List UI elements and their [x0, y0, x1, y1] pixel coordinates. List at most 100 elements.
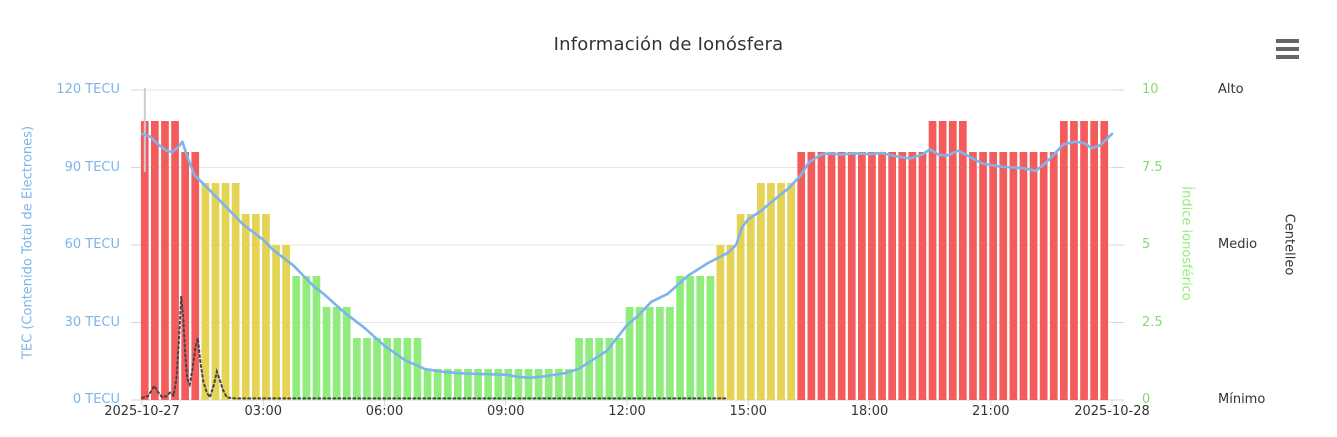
index-bar: [969, 152, 977, 400]
index-bar: [292, 276, 301, 400]
index-bar: [1090, 121, 1098, 400]
chart-title: Información de Ionósfera: [553, 34, 784, 55]
index-bar: [363, 338, 371, 400]
right-index-label: 10: [1142, 82, 1159, 97]
index-bar: [767, 183, 775, 400]
scintillation-axis-title: Centelleo: [1281, 213, 1297, 276]
index-bar: [847, 152, 856, 400]
index-bar: [282, 245, 290, 400]
index-bar: [1029, 152, 1038, 400]
x-axis-label: 15:00: [729, 404, 767, 419]
hamburger-bar: [1276, 47, 1299, 51]
index-bar: [858, 152, 866, 400]
index-bar: [746, 214, 755, 400]
index-bar: [534, 369, 543, 400]
left-axis-label: 90 TECU: [64, 159, 120, 175]
index-bar: [595, 338, 604, 400]
index-bar: [817, 152, 826, 400]
hamburger-bar: [1276, 39, 1299, 43]
index-bar: [514, 369, 523, 400]
index-bar: [898, 152, 907, 400]
x-axis-label: 21:00: [972, 404, 1010, 419]
scintillation-level-label: Alto: [1218, 82, 1244, 97]
index-bar: [342, 307, 351, 400]
index-bar: [635, 307, 644, 400]
index-bar: [706, 276, 715, 400]
index-bar: [474, 369, 482, 400]
index-bar: [353, 338, 361, 400]
index-bar: [332, 307, 341, 400]
x-axis-label: 2025-10-27: [104, 404, 180, 419]
index-bar: [777, 183, 785, 400]
index-bar: [383, 338, 391, 400]
index-bar: [403, 338, 412, 400]
index-bar: [555, 369, 563, 400]
scintillation-dotted-line: [141, 296, 729, 400]
index-bar: [726, 245, 735, 400]
tec-line: [140, 132, 1114, 380]
index-bar: [484, 369, 492, 400]
index-bar: [948, 121, 957, 400]
index-bar: [1019, 152, 1028, 400]
index-bar: [1039, 152, 1048, 400]
index-bar: [615, 338, 624, 400]
left-axis-label: 60 TECU: [64, 237, 120, 252]
index-bar: [140, 121, 149, 400]
scintillation-level-label: Medio: [1218, 237, 1258, 252]
index-bar: [938, 121, 947, 400]
index-bar: [1060, 121, 1068, 400]
index-bar: [231, 183, 240, 400]
hamburger-icon[interactable]: [1274, 37, 1302, 63]
index-bar: [585, 338, 593, 400]
index-bar: [443, 369, 452, 400]
index-bar: [252, 214, 260, 400]
index-bar: [413, 338, 422, 400]
index-bar: [625, 307, 634, 400]
index-bar: [837, 152, 846, 400]
index-bar: [696, 276, 705, 400]
index-bar: [433, 369, 442, 400]
index-bar: [918, 152, 927, 400]
index-bar: [544, 369, 553, 400]
index-bar: [979, 152, 987, 400]
index-bar: [999, 152, 1008, 400]
index-bar: [959, 121, 967, 400]
index-bar: [989, 152, 997, 400]
index-bar: [878, 152, 886, 400]
x-axis-label: 18:00: [850, 404, 889, 419]
index-bar: [827, 152, 836, 400]
index-bar: [645, 307, 654, 400]
x-axis-label: 09:00: [487, 404, 525, 419]
x-axis-label: 12:00: [608, 404, 646, 419]
x-axis-label: 03:00: [244, 404, 282, 419]
index-bar: [181, 152, 189, 400]
index-bar: [201, 183, 210, 400]
left-axis-title: TEC (Contenido Total de Electrones): [20, 125, 36, 360]
index-bar: [1009, 152, 1018, 400]
index-bar: [302, 276, 311, 400]
index-bar: [1100, 121, 1109, 400]
index-bar: [787, 183, 795, 400]
index-bar: [151, 121, 159, 400]
index-bar: [423, 369, 432, 400]
index-bar: [221, 183, 230, 400]
index-bar: [928, 121, 937, 400]
index-bar: [373, 338, 381, 400]
x-axis-label: 2025-10-28: [1074, 404, 1150, 419]
index-bar: [322, 307, 331, 400]
index-bar: [716, 245, 725, 400]
index-bar: [666, 307, 674, 400]
index-bar: [686, 276, 694, 400]
index-bar: [888, 152, 896, 400]
scintillation-level-label: Mínimo: [1218, 392, 1266, 407]
left-axis-label: 120 TECU: [56, 82, 120, 97]
index-bar: [656, 307, 664, 400]
index-bar: [262, 214, 270, 400]
right-index-axis-title: Índice ionosférico: [1178, 186, 1194, 301]
index-bar: [676, 276, 684, 400]
index-bar: [524, 369, 533, 400]
index-bar: [565, 369, 573, 400]
index-bar: [272, 245, 280, 400]
index-bar: [1080, 121, 1088, 400]
